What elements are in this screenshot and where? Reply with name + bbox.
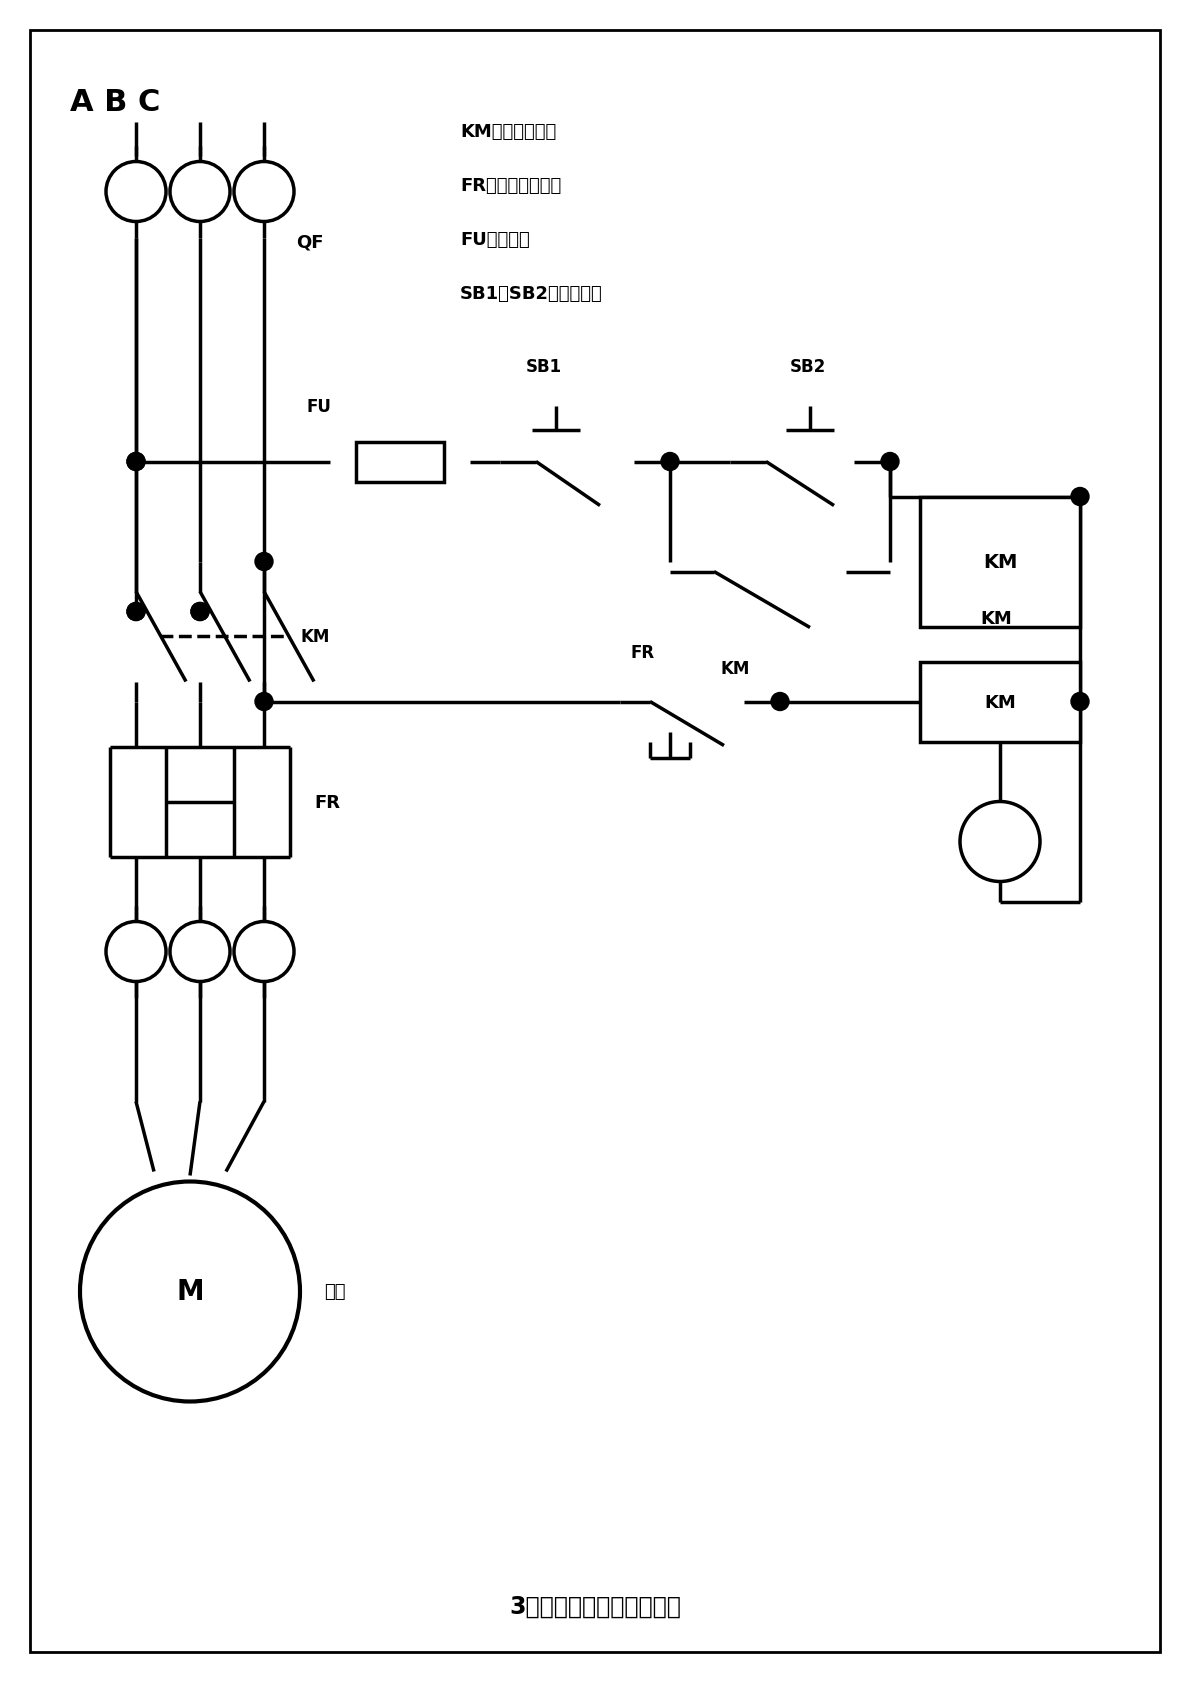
Bar [356,442,444,483]
Circle shape [255,553,273,572]
Circle shape [80,1182,300,1401]
Text: KM：交流接触器: KM：交流接触器 [461,123,556,141]
Text: FR: FR [630,643,654,661]
Circle shape [660,452,679,471]
Circle shape [127,452,145,471]
Circle shape [192,604,209,621]
Circle shape [106,163,165,222]
Text: KM: KM [983,553,1017,572]
Text: FR: FR [314,792,340,811]
Text: SB1: SB1 [526,357,562,375]
Circle shape [1071,488,1089,506]
Text: FU：保险丝: FU：保险丝 [461,232,530,249]
Text: SB1、SB2：启停按钮: SB1、SB2：启停按钮 [461,286,603,303]
Text: M: M [176,1278,203,1305]
Circle shape [234,922,294,982]
Text: KM: KM [984,693,1016,711]
Circle shape [170,922,230,982]
Bar [920,498,1081,627]
Circle shape [960,802,1040,881]
Circle shape [127,604,145,621]
Text: FU: FU [306,397,331,415]
Text: FR：热过载继电器: FR：热过载继电器 [461,177,562,195]
Circle shape [127,452,145,471]
Circle shape [170,163,230,222]
Text: KM: KM [720,659,750,678]
Circle shape [255,693,273,711]
Circle shape [234,163,294,222]
Circle shape [127,604,145,621]
Bar [920,663,1081,742]
Text: QF: QF [296,234,324,251]
Text: 3相电机启、停控制接线图: 3相电机启、停控制接线图 [509,1593,681,1618]
Circle shape [881,452,898,471]
Text: A B C: A B C [70,87,161,118]
Circle shape [106,922,165,982]
Circle shape [1071,693,1089,711]
Text: KM: KM [300,627,330,646]
Circle shape [771,693,789,711]
Text: KM: KM [981,609,1012,627]
Circle shape [192,604,209,621]
Text: SB2: SB2 [790,357,826,375]
Text: 电机: 电机 [324,1283,345,1300]
